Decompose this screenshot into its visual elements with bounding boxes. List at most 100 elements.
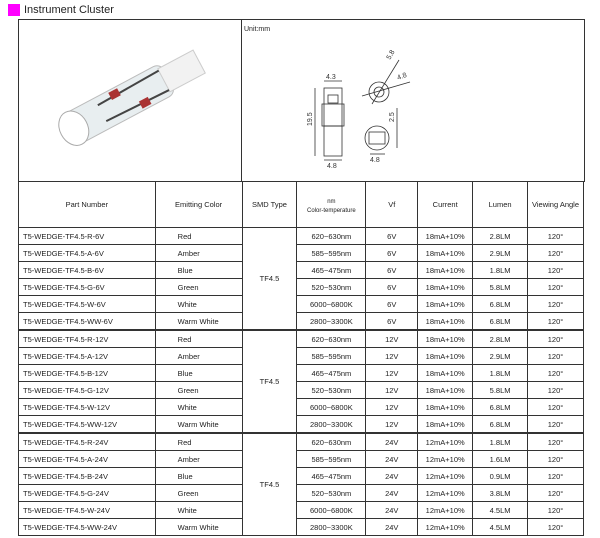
cell-vf: 12V <box>365 364 419 382</box>
dim-bottom: 4.8 <box>370 157 380 164</box>
header-row: Part Number Emitting Color SMD Type nm Co… <box>18 181 584 228</box>
cell-current: 18mA+10% <box>417 415 474 434</box>
header-ct: Color-temperature <box>307 207 356 214</box>
cell-vf: 24V <box>365 467 419 485</box>
cell-lumen: 2.9LM <box>472 347 529 365</box>
cell-viewing-angle: 120° <box>527 227 584 245</box>
header-viewing-angle: Viewing Angle <box>527 181 584 228</box>
cell-viewing-angle: 120° <box>527 244 584 262</box>
dimension-drawing: Unit:mm 4.3 19.5 4.8 5.8 4.8 2.5 4.8 <box>242 20 584 182</box>
cell-emitting-color: Warm White <box>154 518 243 536</box>
table-row: T5-WEDGE-TF4.5-W-6V White 6000~6800K 6V 18mA… <box>18 295 584 313</box>
cell-emitting-color: Blue <box>154 467 243 485</box>
cell-part-number: T5-WEDGE-TF4.5-W-12V <box>18 398 156 416</box>
cell-viewing-angle: 120° <box>527 329 584 348</box>
cell-viewing-angle: 120° <box>527 398 584 416</box>
cell-wavelength: 2800~3300K <box>296 415 367 434</box>
table-row: T5-WEDGE-TF4.5-A-12V Amber 585~595nm 12V 18m… <box>18 347 584 365</box>
cell-part-number: T5-WEDGE-TF4.5-R-24V <box>18 432 156 451</box>
cell-current: 18mA+10% <box>417 329 474 348</box>
cell-lumen: 1.6LM <box>472 450 529 468</box>
table-row: T5-WEDGE-TF4.5-W-12V White 6000~6800K 12V 18… <box>18 398 584 416</box>
cell-vf: 12V <box>365 347 419 365</box>
cell-lumen: 6.8LM <box>472 415 529 434</box>
cell-lumen: 4.5LM <box>472 501 529 519</box>
cell-current: 12mA+10% <box>417 450 474 468</box>
cell-wavelength: 6000~6800K <box>296 295 367 313</box>
dim-length: 19.5 <box>307 112 314 126</box>
cell-part-number: T5-WEDGE-TF4.5-WW-6V <box>18 312 156 331</box>
cell-emitting-color: Red <box>154 432 243 451</box>
cell-smd-type: TF4.5 <box>241 329 298 434</box>
cell-lumen: 6.8LM <box>472 295 529 313</box>
cell-part-number: T5-WEDGE-TF4.5-A-12V <box>18 347 156 365</box>
unit-label: Unit:mm <box>244 26 271 33</box>
cell-lumen: 2.8LM <box>472 227 529 245</box>
cell-emitting-color: Red <box>154 329 243 348</box>
cell-vf: 6V <box>365 227 419 245</box>
table-row: T5-WEDGE-TF4.5-G-24V Green 520~530nm 24V 12m… <box>18 484 584 502</box>
dim-inner: 4.8 <box>396 72 408 82</box>
cell-lumen: 3.8LM <box>472 484 529 502</box>
table-row: T5-WEDGE-TF4.5-G-6V Green 520~530nm 6V 18mA+… <box>18 278 584 296</box>
table-row: T5-WEDGE-TF4.5-B-24V Blue 465~475nm 24V 12mA… <box>18 467 584 485</box>
product-photo <box>19 20 242 182</box>
cell-lumen: 6.8LM <box>472 312 529 331</box>
cell-lumen: 5.8LM <box>472 381 529 399</box>
pink-square-icon <box>8 4 20 16</box>
cell-vf: 12V <box>365 381 419 399</box>
cell-viewing-angle: 120° <box>527 347 584 365</box>
cell-vf: 24V <box>365 450 419 468</box>
cell-viewing-angle: 120° <box>527 467 584 485</box>
table-row: T5-WEDGE-TF4.5-W-24V White 6000~6800K 24V 12… <box>18 501 584 519</box>
cell-current: 12mA+10% <box>417 484 474 502</box>
cell-current: 18mA+10% <box>417 347 474 365</box>
header-part-number: Part Number <box>18 181 156 228</box>
cell-viewing-angle: 120° <box>527 278 584 296</box>
cell-part-number: T5-WEDGE-TF4.5-B-6V <box>18 261 156 279</box>
cell-emitting-color: Red <box>154 227 243 245</box>
cell-viewing-angle: 120° <box>527 261 584 279</box>
cell-part-number: T5-WEDGE-TF4.5-W-24V <box>18 501 156 519</box>
cell-emitting-color: White <box>154 398 243 416</box>
cell-wavelength: 520~530nm <box>296 484 367 502</box>
cell-viewing-angle: 120° <box>527 450 584 468</box>
cell-wavelength: 620~630nm <box>296 227 367 245</box>
cell-lumen: 1.8LM <box>472 432 529 451</box>
cell-part-number: T5-WEDGE-TF4.5-WW-24V <box>18 518 156 536</box>
cell-current: 12mA+10% <box>417 432 474 451</box>
cell-wavelength: 520~530nm <box>296 278 367 296</box>
header-smd-type: SMD Type <box>241 181 298 228</box>
cell-emitting-color: Warm White <box>154 312 243 331</box>
cell-current: 18mA+10% <box>417 261 474 279</box>
cell-viewing-angle: 120° <box>527 501 584 519</box>
cell-part-number: T5-WEDGE-TF4.5-B-24V <box>18 467 156 485</box>
cell-viewing-angle: 120° <box>527 484 584 502</box>
header-vf: Vf <box>365 181 419 228</box>
cell-emitting-color: Amber <box>154 450 243 468</box>
table-row: T5-WEDGE-TF4.5-R-6V Red TF4.5 620~630nm 6V 18… <box>18 227 584 331</box>
cell-lumen: 2.8LM <box>472 329 529 348</box>
cell-vf: 24V <box>365 484 419 502</box>
table-row: T5-WEDGE-TF4.5-R-12V Red TF4.5 620~630nm 12V… <box>18 329 584 434</box>
cell-part-number: T5-WEDGE-TF4.5-G-12V <box>18 381 156 399</box>
section-title: Instrument Cluster <box>8 4 114 16</box>
cell-lumen: 1.8LM <box>472 261 529 279</box>
cell-viewing-angle: 120° <box>527 432 584 451</box>
cell-current: 18mA+10% <box>417 244 474 262</box>
cell-wavelength: 465~475nm <box>296 467 367 485</box>
cell-wavelength: 585~595nm <box>296 450 367 468</box>
cell-part-number: T5-WEDGE-TF4.5-B-12V <box>18 364 156 382</box>
cell-current: 18mA+10% <box>417 295 474 313</box>
cell-part-number: T5-WEDGE-TF4.5-R-6V <box>18 227 156 245</box>
cell-wavelength: 6000~6800K <box>296 501 367 519</box>
dim-diameter: 5.8 <box>386 49 397 61</box>
cell-wavelength: 620~630nm <box>296 329 367 348</box>
table-row: T5-WEDGE-TF4.5-B-12V Blue 465~475nm 12V 18mA… <box>18 364 584 382</box>
dim-width: 4.3 <box>326 74 336 81</box>
cell-emitting-color: Green <box>154 278 243 296</box>
header-lumen: Lumen <box>472 181 529 228</box>
table-row: T5-WEDGE-TF4.5-G-12V Green 520~530nm 12V 18m… <box>18 381 584 399</box>
cell-vf: 6V <box>365 312 419 331</box>
cell-lumen: 5.8LM <box>472 278 529 296</box>
